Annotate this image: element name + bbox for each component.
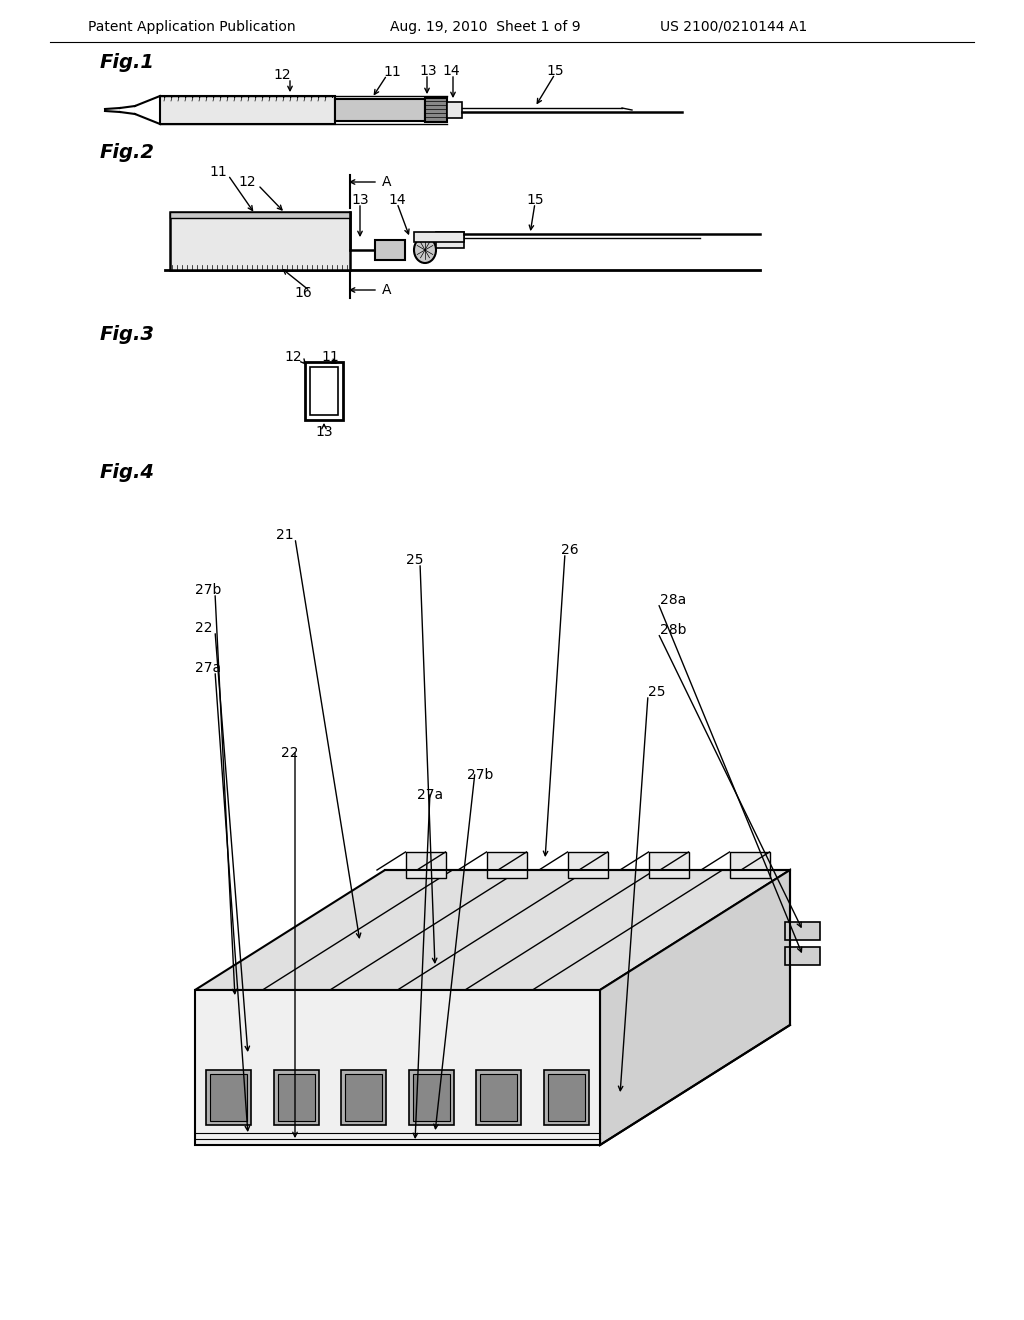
Text: 27a: 27a (195, 661, 221, 675)
Text: A: A (382, 282, 391, 297)
Bar (210, 1074, 247, 1121)
Text: 22: 22 (282, 746, 299, 760)
Text: US 2100/0210144 A1: US 2100/0210144 A1 (660, 20, 807, 34)
Ellipse shape (414, 238, 436, 263)
Text: 25: 25 (407, 553, 424, 568)
Bar (345, 1074, 382, 1121)
Text: 28a: 28a (660, 593, 686, 607)
Text: 16: 16 (294, 286, 312, 300)
Text: A: A (382, 176, 391, 189)
Polygon shape (486, 851, 526, 878)
Bar (310, 367, 338, 414)
Polygon shape (785, 946, 820, 965)
Polygon shape (785, 921, 820, 940)
Text: 11: 11 (209, 165, 227, 180)
Text: 22: 22 (195, 620, 213, 635)
Bar (413, 1074, 450, 1121)
Bar (436, 232, 464, 248)
Text: 26: 26 (561, 543, 579, 557)
Text: Fig.3: Fig.3 (100, 326, 155, 345)
Polygon shape (195, 990, 600, 1144)
Bar (160, 96, 335, 124)
Text: 13: 13 (351, 193, 369, 207)
Bar (375, 240, 406, 260)
Text: Patent Application Publication: Patent Application Publication (88, 20, 296, 34)
Bar (170, 213, 350, 271)
Polygon shape (406, 851, 445, 878)
Text: 14: 14 (388, 193, 406, 207)
Bar (278, 1074, 314, 1121)
Bar (548, 1074, 585, 1121)
Bar (341, 1071, 386, 1125)
Bar (273, 1071, 318, 1125)
Bar (476, 1071, 521, 1125)
Text: 28b: 28b (660, 623, 686, 638)
Text: 13: 13 (419, 63, 437, 78)
Text: 11: 11 (322, 350, 339, 364)
Bar (414, 232, 464, 242)
Text: Fig.4: Fig.4 (100, 462, 155, 482)
Text: 14: 14 (442, 63, 460, 78)
Bar (409, 1071, 454, 1125)
Bar (447, 102, 462, 117)
Text: 15: 15 (546, 63, 564, 78)
Text: Aug. 19, 2010  Sheet 1 of 9: Aug. 19, 2010 Sheet 1 of 9 (390, 20, 581, 34)
Text: 15: 15 (526, 193, 544, 207)
Bar (480, 1074, 517, 1121)
Text: Fig.2: Fig.2 (100, 143, 155, 161)
Polygon shape (600, 870, 790, 1144)
Polygon shape (729, 851, 769, 878)
Polygon shape (648, 851, 688, 878)
Text: 21: 21 (276, 528, 294, 543)
Text: 27a: 27a (417, 788, 443, 803)
Text: 13: 13 (315, 425, 333, 440)
Text: 12: 12 (285, 350, 302, 364)
Text: 11: 11 (383, 65, 400, 79)
Bar (170, 213, 350, 218)
Bar (305, 362, 343, 420)
Bar (425, 98, 447, 121)
Text: 25: 25 (648, 685, 666, 700)
Bar (544, 1071, 589, 1125)
Polygon shape (195, 870, 790, 990)
Text: 12: 12 (273, 69, 291, 82)
Text: 12: 12 (239, 176, 256, 189)
Bar (206, 1071, 251, 1125)
Polygon shape (567, 851, 607, 878)
Bar (335, 99, 425, 121)
Text: 27b: 27b (467, 768, 494, 781)
Text: 27b: 27b (195, 583, 221, 597)
Text: Fig.1: Fig.1 (100, 53, 155, 71)
